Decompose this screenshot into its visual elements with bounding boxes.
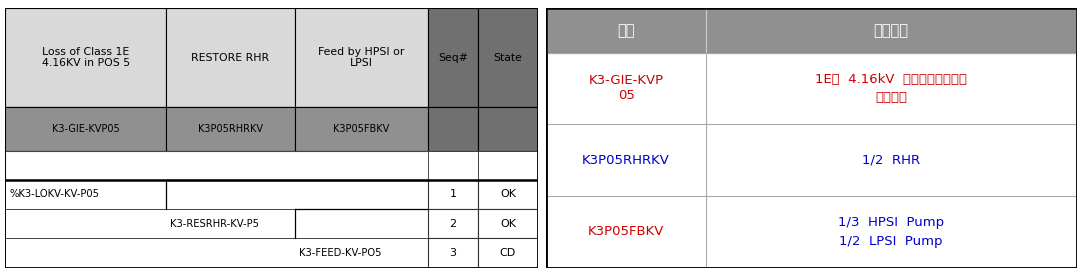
Bar bbox=[427, 107, 478, 151]
Text: Feed by HPSI or
LPSI: Feed by HPSI or LPSI bbox=[318, 47, 405, 68]
Bar bbox=[427, 209, 478, 238]
Bar bbox=[5, 238, 427, 268]
Text: K3-GIE-KVP05: K3-GIE-KVP05 bbox=[52, 124, 120, 134]
Bar bbox=[478, 8, 538, 107]
Bar bbox=[427, 107, 478, 151]
Bar bbox=[5, 179, 427, 209]
Text: 성공기준: 성공기준 bbox=[874, 23, 909, 38]
Text: 1/3  HPSI  Pump: 1/3 HPSI Pump bbox=[839, 216, 945, 229]
Bar bbox=[427, 179, 478, 209]
Bar bbox=[5, 8, 166, 107]
Text: OK: OK bbox=[500, 189, 516, 199]
Text: K3P05RHRKV: K3P05RHRKV bbox=[582, 154, 670, 167]
Bar bbox=[294, 107, 427, 151]
Bar bbox=[5, 107, 166, 151]
Bar bbox=[166, 107, 294, 151]
Bar bbox=[5, 151, 427, 179]
Bar bbox=[166, 107, 294, 151]
Bar bbox=[5, 209, 427, 238]
Text: RESTORE RHR: RESTORE RHR bbox=[192, 52, 269, 63]
Text: K3P05FBKV: K3P05FBKV bbox=[588, 225, 664, 238]
Text: 1: 1 bbox=[449, 189, 457, 199]
Bar bbox=[478, 179, 538, 209]
Bar bbox=[478, 151, 538, 179]
Text: K3-RESRHR-KV-P5: K3-RESRHR-KV-P5 bbox=[170, 219, 260, 229]
Bar bbox=[478, 238, 538, 268]
Bar bbox=[427, 151, 478, 179]
Bar bbox=[166, 8, 294, 107]
Text: K3-FEED-KV-PO5: K3-FEED-KV-PO5 bbox=[299, 248, 381, 258]
Text: 1/2  LPSI  Pump: 1/2 LPSI Pump bbox=[840, 235, 944, 248]
Bar bbox=[478, 107, 538, 151]
Bar bbox=[478, 107, 538, 151]
Text: 1/2  RHR: 1/2 RHR bbox=[862, 154, 921, 167]
Text: Loss of Class 1E
4.16KV in POS 5: Loss of Class 1E 4.16KV in POS 5 bbox=[42, 47, 130, 68]
Text: 표제: 표제 bbox=[618, 23, 635, 38]
Bar bbox=[294, 107, 427, 151]
Text: Seq#: Seq# bbox=[438, 52, 467, 63]
Text: 초기사건: 초기사건 bbox=[875, 91, 907, 104]
Text: 2: 2 bbox=[449, 219, 457, 229]
Text: State: State bbox=[493, 52, 523, 63]
Text: %K3-LOKV-KV-P05: %K3-LOKV-KV-P05 bbox=[10, 189, 100, 199]
Bar bbox=[5, 107, 166, 151]
Text: CD: CD bbox=[500, 248, 516, 258]
Text: K3P05RHRKV: K3P05RHRKV bbox=[198, 124, 263, 134]
Bar bbox=[478, 209, 538, 238]
Bar bbox=[427, 8, 478, 107]
Bar bbox=[427, 238, 478, 268]
Text: OK: OK bbox=[500, 219, 516, 229]
Text: K3P05FBKV: K3P05FBKV bbox=[333, 124, 390, 134]
Text: 1E급  4.16kV  교류모선상실사고: 1E급 4.16kV 교류모선상실사고 bbox=[815, 73, 967, 86]
Text: 3: 3 bbox=[449, 248, 457, 258]
Text: K3-GIE-KVP
05: K3-GIE-KVP 05 bbox=[589, 75, 663, 102]
Bar bbox=[294, 8, 427, 107]
Bar bbox=[546, 8, 1077, 53]
